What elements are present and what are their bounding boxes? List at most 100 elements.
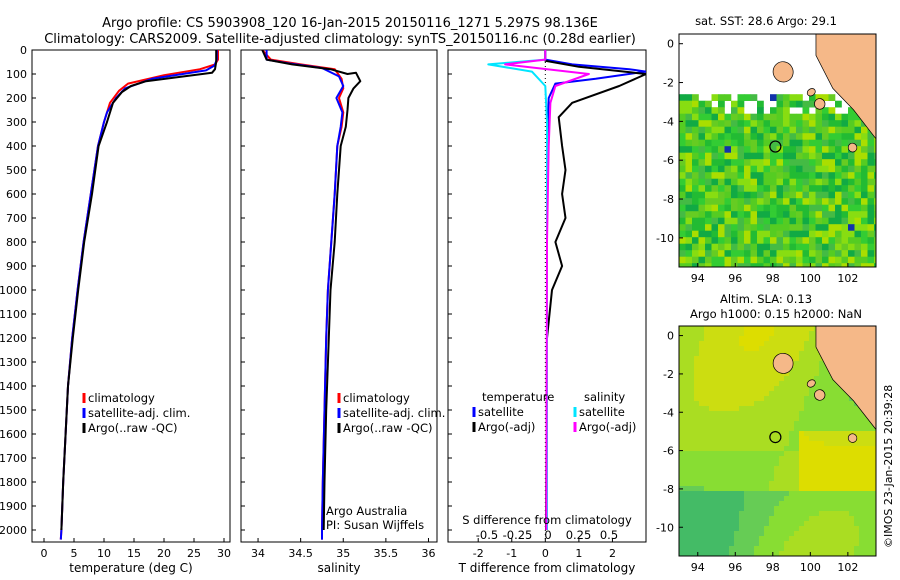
map-cell	[835, 100, 842, 108]
map-cell	[679, 461, 685, 467]
map-cell	[744, 204, 751, 212]
map-cell	[854, 511, 860, 517]
y-tick-label: 0	[667, 38, 674, 51]
map-cell	[789, 406, 795, 412]
y-tick-label: -10	[656, 521, 674, 534]
map-cell	[834, 396, 840, 402]
map-cell	[709, 366, 715, 372]
map-cell	[684, 366, 690, 372]
map-cell	[819, 536, 825, 542]
map-cell	[774, 331, 780, 337]
map-cell	[809, 120, 816, 127]
map-cell	[804, 396, 810, 402]
map-cell	[698, 211, 706, 218]
map-cell	[750, 178, 758, 186]
map-cell	[804, 341, 810, 347]
map-cell	[802, 113, 810, 121]
map-cell	[809, 501, 815, 507]
map-cell	[829, 541, 835, 547]
map-cell	[815, 120, 823, 127]
map-cell	[814, 361, 820, 367]
map-cell	[737, 107, 745, 114]
map-cell	[874, 256, 876, 264]
map-cell	[774, 551, 780, 556]
map-cell	[869, 451, 875, 457]
map-cell	[849, 501, 855, 507]
map-cell	[829, 426, 835, 432]
map-cell	[848, 165, 855, 173]
map-cell	[774, 336, 780, 342]
map-cell	[835, 243, 842, 251]
map-cell	[854, 237, 862, 244]
map-cell	[749, 406, 755, 412]
map-cell	[714, 516, 720, 522]
map-cell	[679, 396, 685, 402]
map-cell	[774, 381, 780, 387]
map-cell	[709, 406, 715, 412]
map-cell	[841, 250, 849, 257]
map-cell	[809, 426, 815, 432]
map-cell	[750, 191, 758, 199]
map-cell	[764, 426, 770, 432]
map-cell	[864, 546, 870, 552]
map-cell	[789, 541, 795, 547]
map-cell	[789, 531, 795, 537]
map-cell	[692, 191, 699, 199]
map-cell	[724, 436, 730, 442]
map-cell	[776, 159, 784, 166]
map-cell	[711, 185, 719, 192]
map-cell	[854, 152, 862, 160]
legend-label: Argo(..raw -QC)	[343, 421, 433, 435]
map-cell	[744, 431, 750, 437]
map-cell	[764, 356, 770, 362]
map-cell	[799, 441, 805, 447]
map-cell	[861, 204, 868, 212]
map-cell	[734, 371, 740, 377]
map-cell	[809, 521, 815, 527]
map-cell	[834, 446, 840, 452]
map-cell	[789, 496, 795, 502]
map-cell	[679, 436, 685, 442]
map-cell	[819, 426, 825, 432]
map-cell	[854, 456, 860, 462]
map-cell	[754, 496, 760, 502]
map-cell	[684, 406, 690, 412]
map-cell	[692, 237, 699, 244]
map-cell	[779, 386, 785, 392]
map-cell	[764, 421, 770, 427]
map-cell	[684, 421, 690, 427]
map-cell	[698, 243, 706, 251]
map-cell	[711, 237, 719, 244]
map-cell	[854, 516, 860, 522]
map-cell	[754, 501, 760, 507]
map-cell	[770, 133, 777, 140]
map-cell	[776, 185, 784, 192]
map-cell	[757, 243, 764, 251]
x-tick-label: 15	[127, 547, 141, 560]
map-cell	[679, 376, 685, 382]
map-cell	[769, 481, 775, 487]
map-cell	[839, 421, 845, 427]
map-cell	[849, 441, 855, 447]
map-cell	[699, 381, 705, 387]
map-cell	[770, 204, 777, 212]
map-cell	[705, 217, 712, 225]
map-cell	[764, 336, 770, 342]
map-cell	[737, 139, 745, 147]
map-cell	[804, 546, 810, 552]
map-cell	[874, 152, 876, 160]
map-cell	[685, 126, 693, 134]
map-cell	[804, 446, 810, 452]
map-cell	[848, 120, 855, 127]
map-cell	[704, 351, 710, 357]
map-cell	[874, 230, 876, 238]
map-cell	[763, 139, 771, 147]
legend-label: satellite	[478, 405, 524, 419]
map-cell	[839, 501, 845, 507]
map-cell	[789, 165, 797, 173]
map-cell	[724, 346, 730, 352]
map-cell	[724, 461, 730, 467]
map-cell	[724, 521, 730, 527]
map-cell	[679, 139, 686, 147]
